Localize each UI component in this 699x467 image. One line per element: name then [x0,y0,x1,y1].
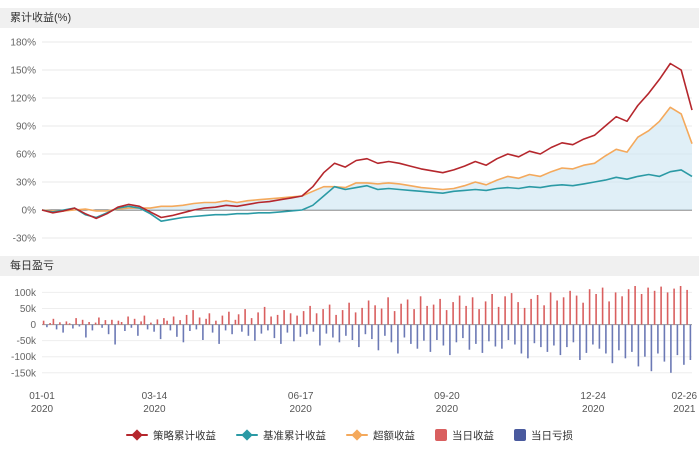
y-tick-label: 120% [10,94,36,105]
legend-item-benchmark[interactable]: 基准累计收益 [236,428,326,443]
y-tick-label: 150% [10,66,36,77]
strategy-line [41,62,693,220]
y-tick-label: -30% [13,234,36,245]
legend-label: 当日收益 [452,429,494,442]
y-tick-label: 180% [10,38,36,49]
daily-pnl-chart[interactable]: 100k 50k 0 -50k -100k -150k [0,276,699,388]
diamond-icon [241,429,253,441]
y-tick-label: 30% [16,178,36,189]
line-diamond-marker [126,429,148,441]
legend-item-strategy[interactable]: 策略累计收益 [126,428,216,443]
y-tick-label: -50k [17,336,37,347]
x-axis-label: 02-26 2021 [671,391,698,415]
cumulative-return-title: 累计收益(%) [10,12,72,24]
x-axis-label: 09-20 2020 [434,391,460,415]
y-tick-label: 100k [14,288,37,299]
square-marker [514,429,526,441]
daily-pnl-header: 每日盈亏 [0,256,699,276]
square-marker [435,429,447,441]
loss-bars [46,324,692,373]
x-axis: 01-01 2020 03-14 2020 06-17 2020 09-20 2020 12-2… [0,388,699,420]
excess-area [42,107,692,211]
y-tick-label: 50k [20,304,37,315]
legend-label: 超额收益 [373,429,415,442]
legend-label: 当日亏损 [531,429,573,442]
cumulative-return-chart[interactable]: 180% 150% 120% 90% 60% 30% 0% -30% [0,28,699,256]
x-axis-label: 06-17 2020 [287,391,314,415]
legend-label: 基准累计收益 [263,429,326,442]
excess-line [41,106,693,212]
x-axis-label: 12-24 2020 [580,391,606,415]
line-diamond-marker [346,429,368,441]
daily-pnl-title: 每日盈亏 [10,260,54,272]
diamond-icon [131,429,143,441]
cumulative-return-header: 累计收益(%) [0,8,699,28]
y-tick-label: 0 [30,320,36,331]
x-axis-label: 03-14 2020 [141,391,168,415]
legend-item-daily-loss[interactable]: 当日亏损 [514,428,573,443]
y-tick-label: -100k [11,352,37,363]
y-tick-label: 0% [22,206,37,217]
y-tick-label: -150k [11,368,37,379]
diamond-icon [351,429,363,441]
y-tick-label: 90% [16,122,36,133]
performance-dashboard: 累计收益(%) 180% 150% 120% 90% 60% 30% 0% -30% 每日盈亏… [0,8,699,448]
legend-item-daily-profit[interactable]: 当日收益 [435,428,494,443]
legend-label: 策略累计收益 [153,429,216,442]
y-tick-label: 60% [16,150,36,161]
chart-legend: 策略累计收益 基准累计收益 超额收益 当日收益 当日亏损 [0,422,699,448]
profit-bars [42,286,688,325]
legend-item-excess[interactable]: 超额收益 [346,428,415,443]
x-axis-label: 01-01 2020 [29,391,55,415]
benchmark-line [41,169,693,222]
line-diamond-marker [236,429,258,441]
